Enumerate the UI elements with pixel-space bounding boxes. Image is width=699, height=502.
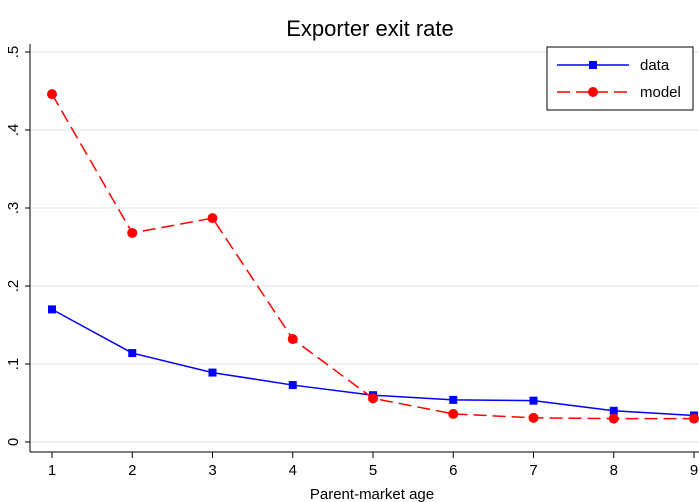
data-point-data-2 [128,349,137,358]
y-tick-label-3: .3 [5,202,22,215]
chart-title: Exporter exit rate [286,16,454,41]
legend-box [546,46,694,111]
data-point-model-3 [207,213,218,224]
data-point-model-1 [47,89,57,100]
x-tick-label-8: 9 [690,462,698,479]
x-tick-label-0: 1 [48,462,56,479]
legend: data model [546,46,694,111]
x-axis-ticks: 1 2 3 4 5 6 7 8 9 [48,452,698,479]
y-tick-label-2: .2 [5,280,22,293]
y-tick-label-1: .1 [5,358,22,371]
data-point-model-6 [448,408,459,419]
y-tick-label-0: 0 [5,438,22,446]
data-point-data-6 [449,395,458,404]
y-axis-ticks: 0 .1 .2 .3 .4 .5 [5,46,30,446]
x-tick-label-3: 4 [289,462,297,479]
legend-data-marker [589,61,597,69]
y-tick-label-4: .4 [5,124,22,137]
x-tick-label-7: 8 [610,462,618,479]
x-tick-label-1: 2 [128,462,136,479]
y-tick-label-5: .5 [5,46,22,59]
x-tick-label-5: 6 [449,462,457,479]
data-point-model-2 [127,227,138,238]
data-point-data-3 [208,368,217,377]
legend-model-marker [588,87,598,97]
legend-model-label: model [640,84,681,101]
data-point-model-7 [528,412,539,423]
x-tick-label-2: 3 [208,462,216,479]
x-tick-label-4: 5 [369,462,377,479]
x-axis-label: Parent-market age [310,486,434,502]
data-point-model-9 [689,413,699,424]
series-group [47,89,699,424]
x-tick-label-6: 7 [529,462,537,479]
data-point-model-4 [287,334,298,345]
data-point-data-7 [529,396,538,405]
data-point-data-4 [288,381,297,390]
data-point-data-8 [609,406,618,415]
data-point-model-8 [608,413,619,424]
legend-data-label: data [640,57,670,74]
data-point-data-1 [48,305,56,314]
data-point-model-5 [368,393,378,404]
